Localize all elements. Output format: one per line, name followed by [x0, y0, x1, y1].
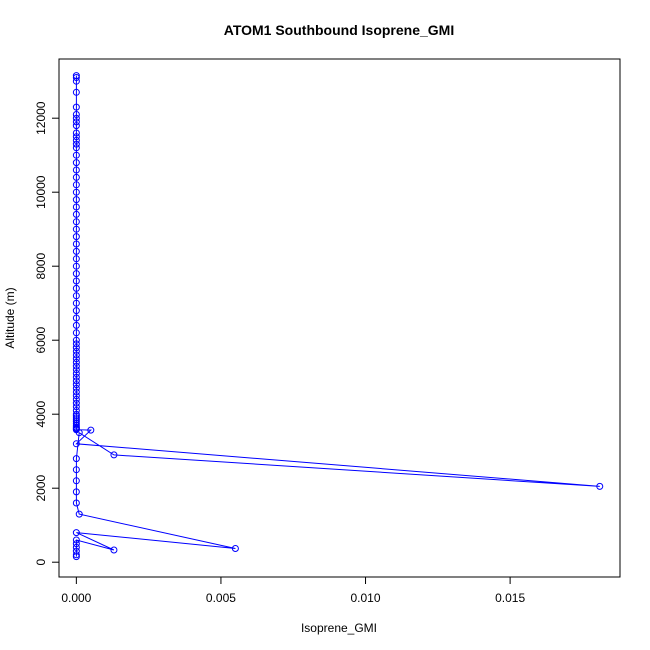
data-point — [72, 270, 80, 278]
plot-area — [72, 72, 604, 561]
data-point — [72, 314, 80, 322]
series-line — [75, 75, 600, 557]
data-point — [72, 196, 80, 204]
data-point — [72, 118, 80, 126]
data-point — [72, 373, 80, 381]
data-point — [72, 392, 80, 400]
data-point — [72, 151, 80, 159]
data-point — [72, 477, 80, 485]
x-tick-label: 0.000 — [61, 591, 91, 605]
data-point — [72, 340, 80, 348]
data-point — [72, 377, 80, 385]
data-point — [72, 292, 80, 300]
y-tick-label: 10000 — [34, 175, 48, 209]
data-point — [72, 140, 80, 148]
data-point — [72, 233, 80, 241]
data-point — [72, 307, 80, 315]
data-point — [72, 358, 80, 366]
y-tick-label: 6000 — [34, 327, 48, 354]
data-point — [72, 399, 80, 407]
data-point — [72, 210, 80, 218]
plot-frame — [58, 58, 621, 578]
data-point — [72, 299, 80, 307]
data-point — [72, 421, 80, 429]
data-point — [72, 329, 80, 337]
data-point — [110, 451, 118, 459]
y-axis-label: Altitude (m) — [3, 287, 17, 348]
y-axis: 0 2000 4000 6000 8000 10000 12000 — [34, 101, 60, 566]
data-point — [72, 129, 80, 137]
data-point — [110, 546, 118, 554]
data-point — [72, 77, 80, 85]
data-point — [72, 362, 80, 370]
data-point — [72, 240, 80, 248]
data-point — [72, 284, 80, 292]
data-point — [72, 344, 80, 352]
data-point — [72, 144, 80, 152]
chart-title: ATOM1 Southbound Isoprene_GMI — [224, 22, 454, 38]
data-point — [72, 133, 80, 141]
data-point — [75, 429, 83, 437]
data-point — [72, 551, 80, 559]
data-point — [72, 136, 80, 144]
y-tick-label: 2000 — [34, 475, 48, 502]
data-point — [72, 536, 80, 544]
data-point — [72, 111, 80, 118]
data-point — [72, 355, 80, 363]
data-point — [72, 181, 80, 189]
x-tick-label: 0.015 — [495, 591, 525, 605]
data-point — [72, 159, 80, 167]
data-point — [72, 277, 80, 285]
data-point — [72, 74, 80, 81]
data-point — [72, 225, 80, 233]
data-point — [72, 499, 80, 507]
data-point — [596, 482, 604, 490]
data-point — [72, 218, 80, 226]
data-point — [72, 247, 80, 255]
data-point — [72, 543, 80, 551]
x-axis-label: Isoprene_GMI — [301, 621, 377, 635]
data-point — [72, 188, 80, 196]
data-point — [72, 384, 80, 392]
data-point — [72, 166, 80, 174]
x-tick-label: 0.010 — [351, 591, 381, 605]
data-point — [72, 466, 80, 474]
data-point — [72, 114, 80, 122]
data-point — [72, 203, 80, 211]
data-point — [72, 366, 80, 374]
data-point — [72, 347, 80, 355]
data-point — [72, 440, 80, 448]
y-tick-label: 8000 — [34, 253, 48, 280]
data-point — [72, 321, 80, 329]
data-point — [72, 403, 80, 411]
data-point — [72, 103, 80, 111]
data-point — [72, 381, 80, 389]
data-point — [72, 255, 80, 263]
y-tick-label: 0 — [34, 559, 48, 566]
data-point — [72, 370, 80, 377]
data-point — [87, 426, 95, 434]
data-point — [72, 529, 80, 537]
x-axis: 0.000 0.005 0.010 0.015 — [61, 576, 525, 605]
x-tick-label: 0.005 — [206, 591, 236, 605]
data-point — [72, 395, 80, 403]
data-point — [72, 553, 80, 561]
data-point — [72, 540, 80, 548]
y-tick-label: 12000 — [34, 101, 48, 135]
data-point — [72, 88, 80, 96]
data-point — [72, 455, 80, 463]
data-point — [231, 545, 239, 553]
data-point — [72, 488, 80, 496]
data-point — [72, 388, 80, 396]
data-point — [72, 351, 80, 359]
data-point — [72, 122, 80, 130]
y-tick-label: 4000 — [34, 401, 48, 428]
data-point — [72, 262, 80, 270]
data-point — [75, 510, 83, 518]
data-point — [72, 173, 80, 181]
data-point — [72, 336, 80, 344]
